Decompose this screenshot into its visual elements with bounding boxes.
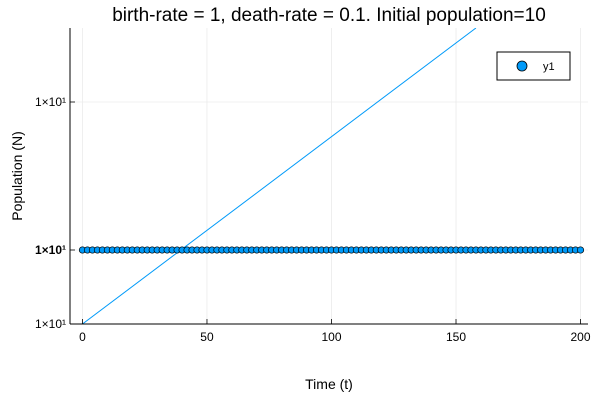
x-tick-label: 100 [321,330,341,344]
x-axis-label: Time (t) [305,376,353,392]
plot-series [78,28,585,324]
chart-title: birth-rate = 1, death-rate = 0.1. Initia… [112,5,546,26]
legend-marker-y1 [516,60,528,72]
legend: y1 [496,51,571,81]
x-tick-label: 0 [79,330,86,344]
scatter-point [576,246,585,254]
legend-box [496,51,571,81]
tick-labels: 0 50 100 150 200 1×10¹ 1×10¹ 1×10¹ [35,95,591,344]
y-tick-label: 1×10¹ [35,317,66,331]
y-axis-label: Population (N) [9,131,25,221]
axes [69,28,588,325]
legend-label-y1: y1 [543,61,555,73]
x-tick-label: 50 [200,330,214,344]
y-tick-label: 1×10¹ [35,243,66,257]
x-tick-label: 150 [446,330,466,344]
x-tick-label: 200 [571,330,591,344]
line-series [82,28,477,324]
y-tick-label: 1×10¹ [35,95,66,109]
